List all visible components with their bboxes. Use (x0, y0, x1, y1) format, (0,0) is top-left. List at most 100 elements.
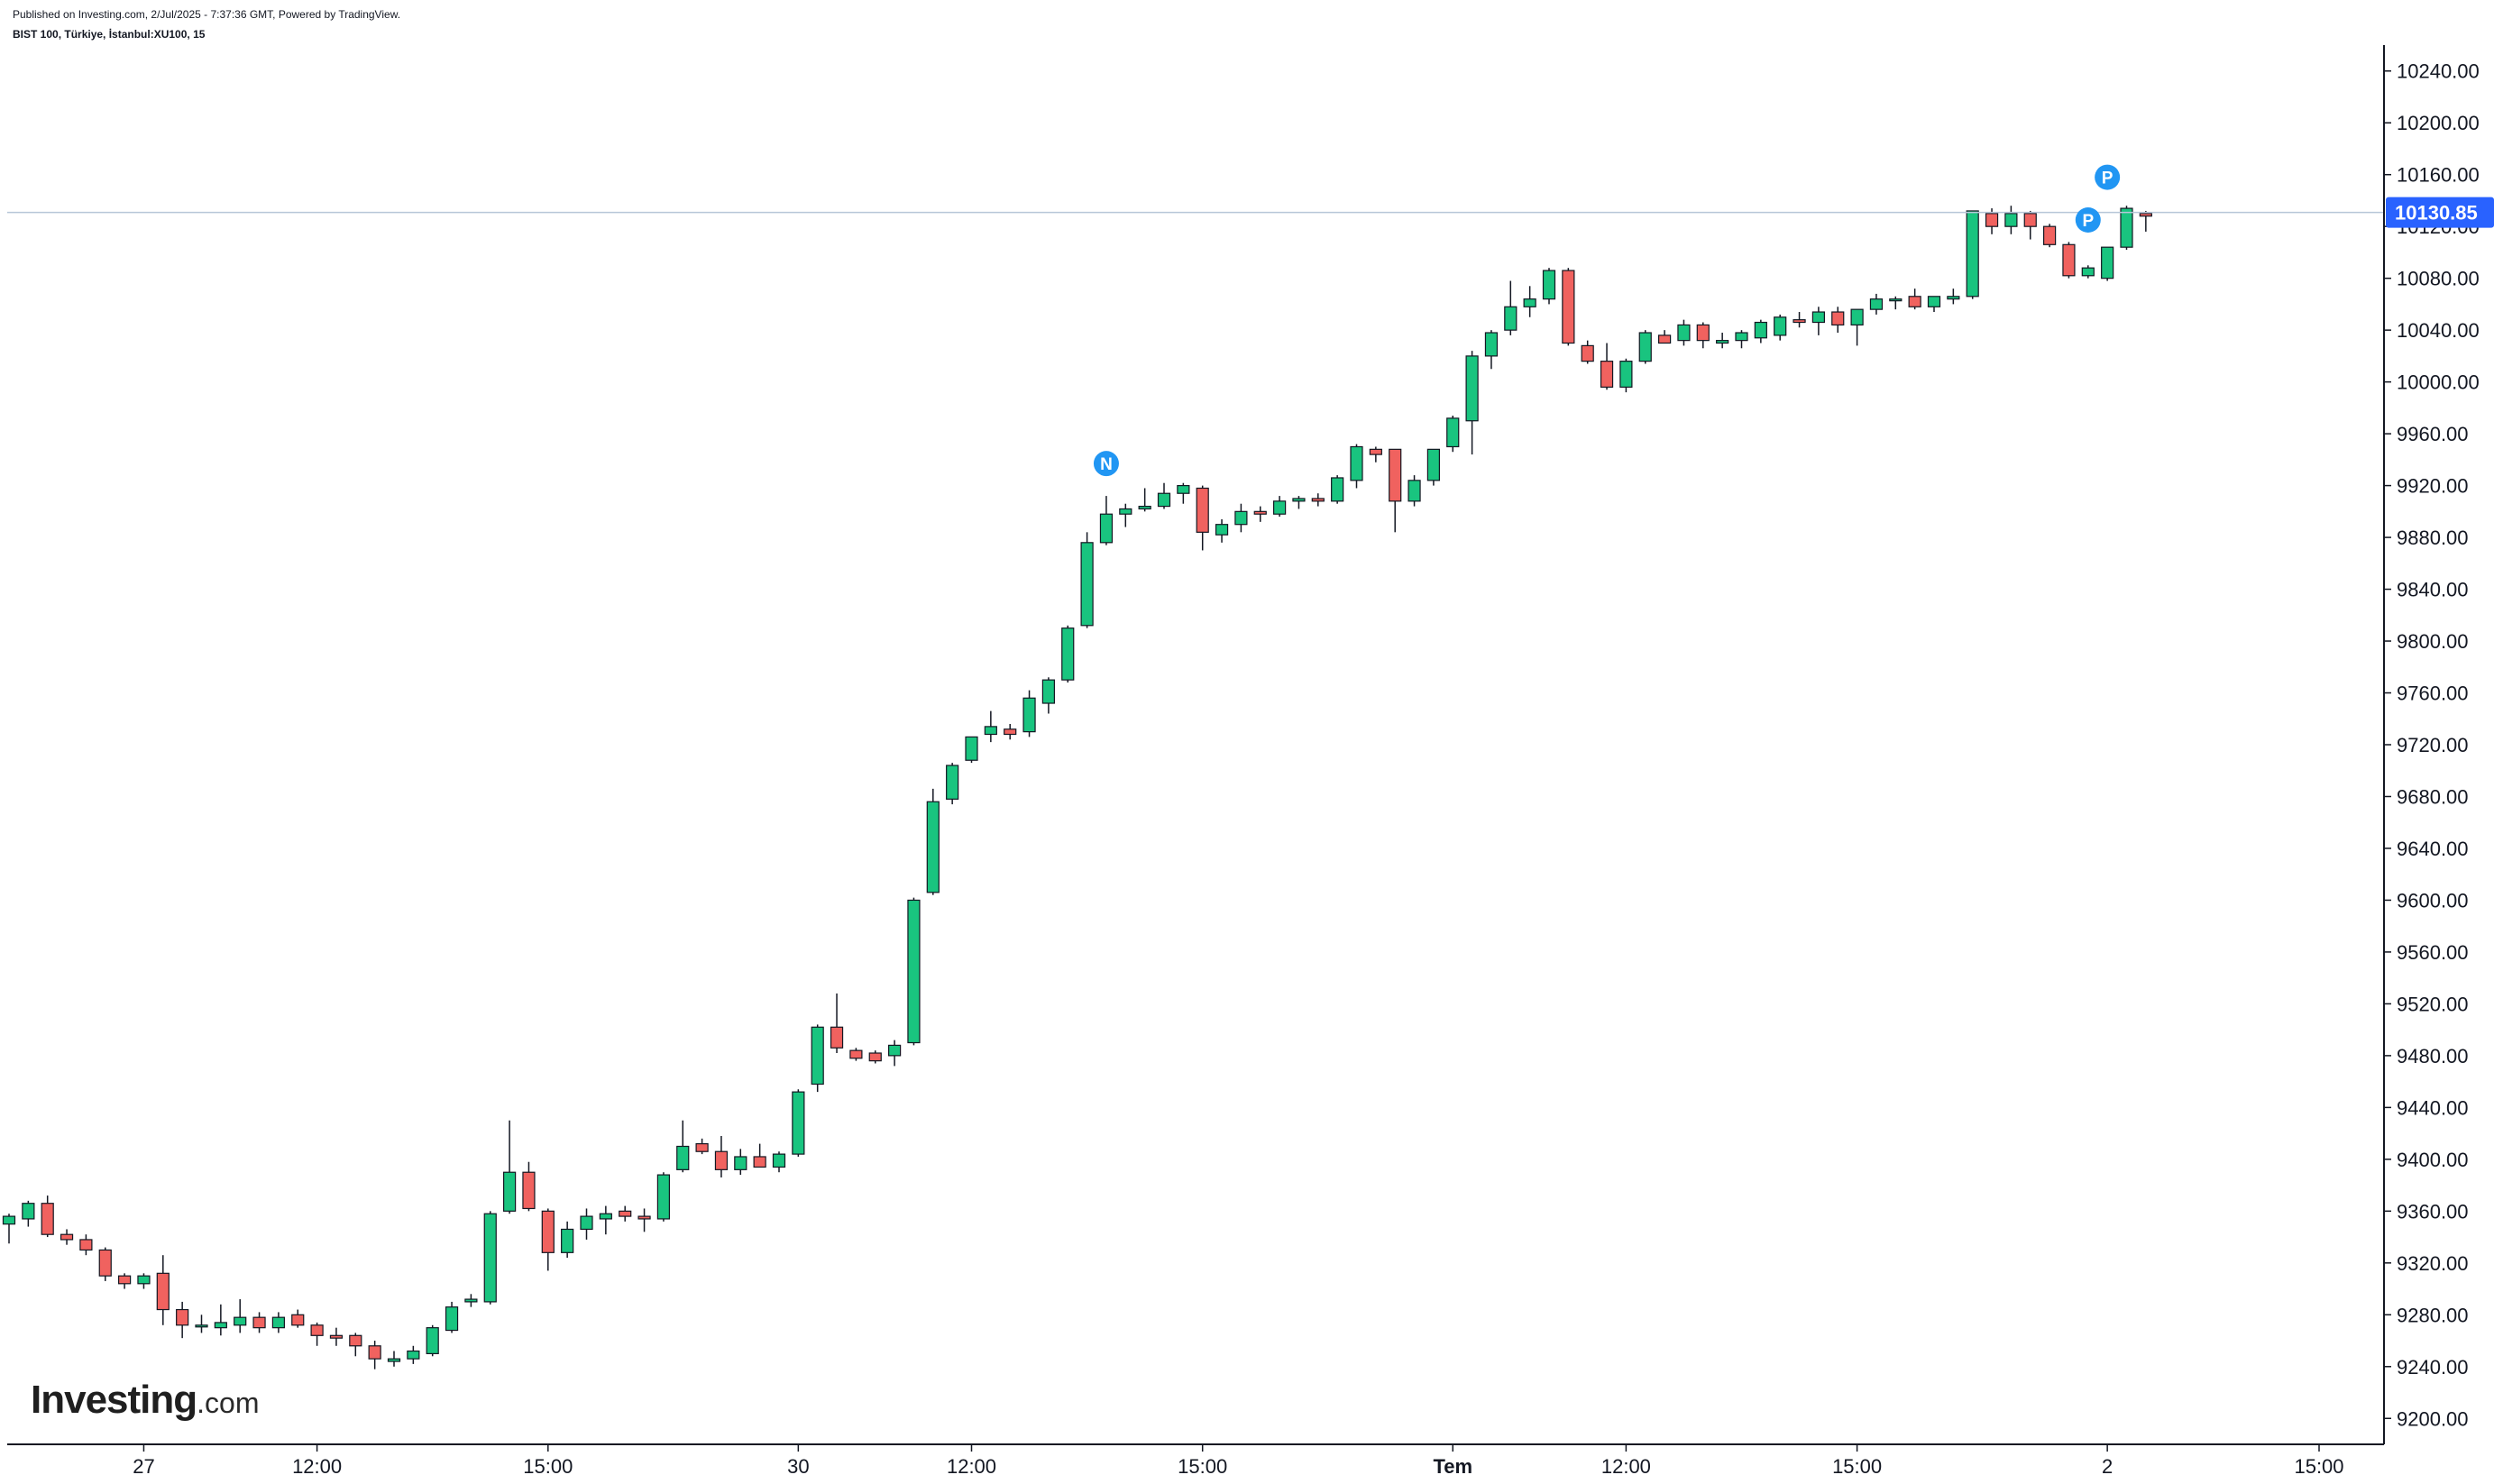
y-tick-label: 9920.00 (2397, 475, 2469, 498)
candle (2043, 224, 2057, 248)
candle-body (1292, 498, 1306, 502)
candle-body (714, 1150, 729, 1170)
candle (522, 1161, 536, 1212)
y-tick-label: 9360.00 (2397, 1200, 2469, 1223)
candle (387, 1351, 401, 1367)
y-tick-label: 9680.00 (2397, 785, 2469, 808)
candle-body (1696, 324, 1710, 342)
candle (368, 1341, 381, 1369)
candle-body (368, 1345, 381, 1360)
candle (849, 1048, 863, 1061)
candle (868, 1050, 882, 1064)
candle-body (1061, 627, 1075, 681)
candle (1716, 333, 1729, 349)
candle (2, 1214, 16, 1244)
candle-body (2101, 246, 2114, 279)
candle (271, 1312, 285, 1333)
candle (1947, 289, 1960, 305)
candle-body (2081, 267, 2095, 277)
candle-body (1331, 477, 1344, 502)
candle (753, 1143, 766, 1168)
y-tick-label: 9840.00 (2397, 579, 2469, 601)
y-tick-label: 10160.00 (2397, 164, 2480, 187)
event-marker[interactable]: N (1093, 451, 1119, 477)
event-marker[interactable]: P (2095, 164, 2121, 190)
candle-body (234, 1316, 247, 1326)
candle-body (1234, 510, 1248, 526)
candle (1581, 340, 1594, 364)
candle-body (464, 1298, 478, 1303)
candle-body (946, 765, 959, 800)
event-marker-label: P (2102, 169, 2113, 188)
candle (1677, 319, 1691, 346)
event-marker-label: N (1100, 455, 1113, 474)
candle (1869, 293, 1884, 315)
y-tick-label: 9800.00 (2397, 630, 2469, 653)
candle (1562, 268, 1575, 346)
candle (464, 1294, 478, 1307)
candle-body (1311, 498, 1325, 502)
candle-body (1484, 332, 1499, 357)
candle (1234, 503, 1248, 533)
candle (41, 1195, 54, 1238)
candle-body (387, 1358, 401, 1362)
candle-body (349, 1334, 362, 1347)
x-tick-label: 15:00 (1178, 1455, 1227, 1478)
y-tick-label: 10200.00 (2397, 112, 2480, 134)
candle-body (1774, 316, 1787, 336)
candle (541, 1208, 555, 1271)
candle (1004, 724, 1017, 740)
symbol-title: BIST 100, Türkiye, İstanbul:XU100, 15 (13, 28, 206, 41)
candle-body (22, 1203, 35, 1220)
candle (1793, 312, 1806, 328)
candle-body (502, 1171, 517, 1212)
candle (79, 1234, 93, 1256)
candle (1619, 358, 1633, 393)
candle (1119, 503, 1132, 527)
candle (2023, 210, 2037, 240)
candle-body (79, 1239, 93, 1251)
candle (1080, 532, 1094, 628)
candle (1177, 482, 1190, 504)
candle (676, 1120, 690, 1173)
candle (407, 1345, 420, 1364)
candle-body (522, 1171, 536, 1210)
candle (1311, 493, 1325, 507)
candle-body (1793, 319, 1806, 324)
candle-body (1735, 332, 1748, 342)
x-tick-label: 15:00 (523, 1455, 573, 1478)
y-tick-label: 9520.00 (2397, 993, 2469, 1015)
candle (252, 1312, 266, 1333)
candle-body (965, 736, 978, 761)
last-price-label: 10130.85 (2386, 197, 2494, 228)
candle (1774, 314, 1787, 341)
y-tick-label: 9600.00 (2397, 889, 2469, 911)
candle (1735, 330, 1748, 349)
candle (965, 736, 978, 764)
candle (1927, 296, 1941, 313)
candle-body (1600, 361, 1614, 388)
candle (1966, 210, 1979, 299)
candle (60, 1229, 74, 1245)
candle (734, 1149, 747, 1176)
candle-body (1196, 487, 1209, 533)
candle (1831, 307, 1845, 334)
investing-logo: Investing.com (31, 1378, 260, 1423)
candle-body (1426, 448, 1441, 481)
event-marker[interactable]: P (2075, 207, 2101, 233)
candle (310, 1322, 324, 1346)
x-tick-label: 15:00 (2294, 1455, 2343, 1478)
candle-body (1850, 308, 1864, 325)
y-tick-label: 9880.00 (2397, 527, 2469, 549)
y-tick-label: 9320.00 (2397, 1252, 2469, 1275)
x-tick-label: 12:00 (1601, 1455, 1651, 1478)
candle-body (656, 1174, 671, 1220)
candle-body (1446, 417, 1460, 448)
candle-body (214, 1322, 227, 1329)
candle-body (1985, 213, 1999, 227)
candle-body (1004, 728, 1017, 736)
candle-body (1138, 505, 1151, 510)
y-tick-label: 9960.00 (2397, 423, 2469, 445)
candle (118, 1273, 132, 1289)
